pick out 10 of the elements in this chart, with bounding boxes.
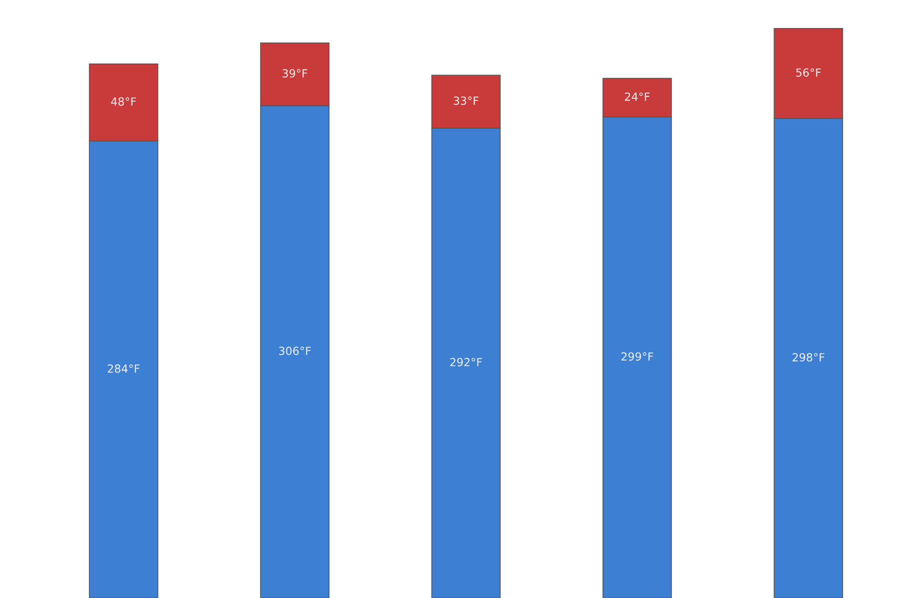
data-label: 292°F: [450, 358, 482, 366]
data-label: 306°F: [279, 346, 311, 356]
data-label: 298°F: [792, 353, 824, 362]
data-label: 39°F: [282, 69, 308, 78]
data-label: 299°F: [621, 352, 654, 361]
data-label: 48°F: [111, 97, 136, 106]
data-label: 24°F: [624, 92, 650, 101]
data-label: 33°F: [454, 96, 478, 105]
data-label: 284°F: [108, 364, 140, 373]
data-label: 56°F: [796, 68, 821, 77]
